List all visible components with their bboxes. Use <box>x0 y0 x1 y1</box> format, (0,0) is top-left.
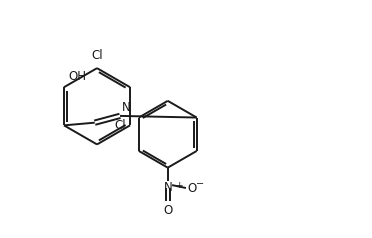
Text: O: O <box>188 182 197 194</box>
Text: Cl: Cl <box>114 119 126 132</box>
Text: +: + <box>175 181 182 190</box>
Text: O: O <box>163 204 172 217</box>
Text: OH: OH <box>68 70 86 83</box>
Text: N: N <box>163 181 172 194</box>
Text: Cl: Cl <box>91 49 103 62</box>
Text: N: N <box>121 101 130 114</box>
Text: −: − <box>196 179 204 189</box>
